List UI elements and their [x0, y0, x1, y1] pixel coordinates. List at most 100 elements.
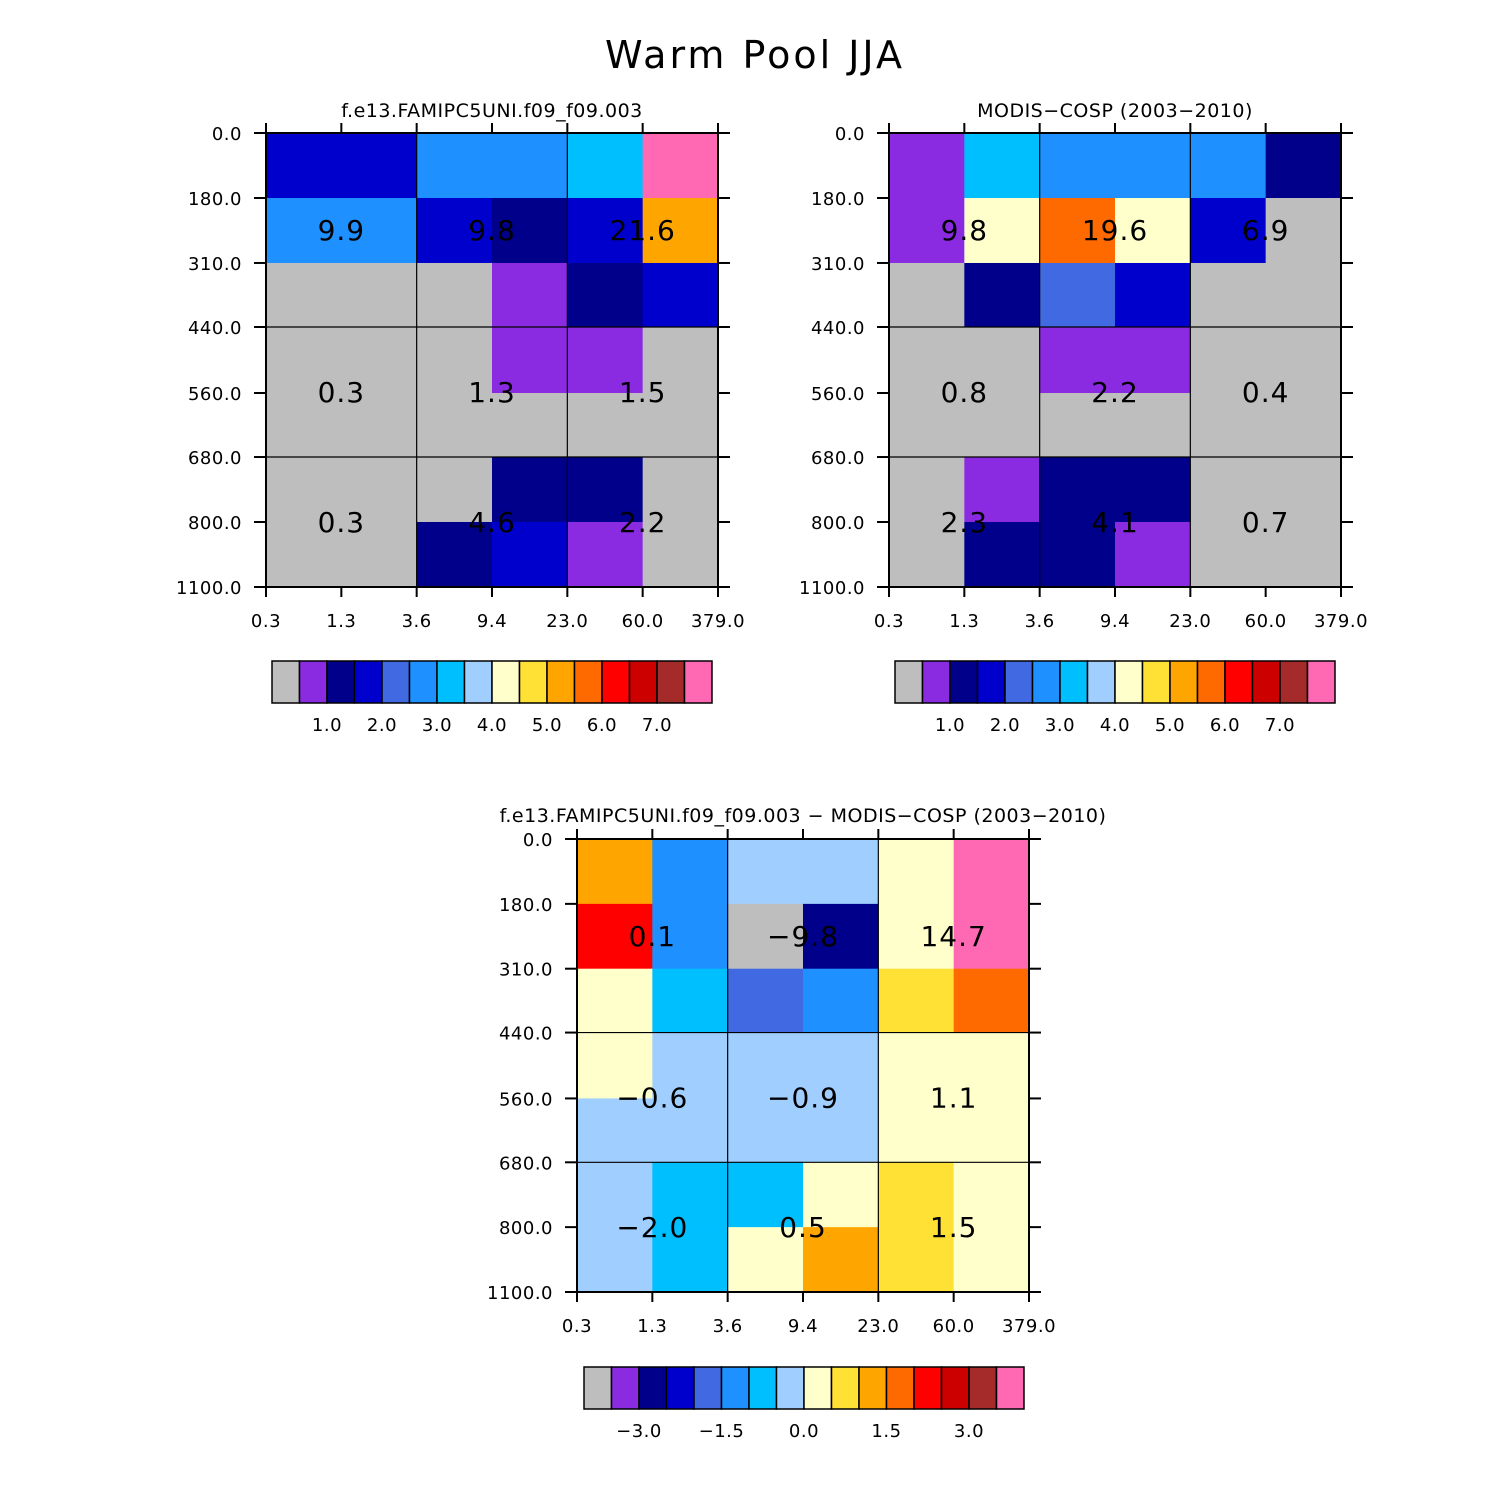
heatmap-cell [1115, 326, 1191, 394]
x-tick-label: 0.3 [251, 611, 281, 632]
heatmap-cell [964, 198, 1041, 264]
heatmap-cell [727, 1032, 804, 1099]
heatmap-cell [1265, 457, 1342, 523]
heatmap-cell [567, 521, 644, 588]
heatmap-cell [964, 262, 1041, 328]
x-tick-label: 1.3 [949, 611, 979, 632]
heatmap-cell [889, 262, 965, 328]
colorbar-box [1086, 660, 1116, 704]
x-tick-label: 3.6 [713, 1316, 743, 1337]
x-tick-label: 379.0 [691, 611, 745, 632]
heatmap-cell [1265, 521, 1342, 588]
x-tick-label: 23.0 [546, 611, 588, 632]
heatmap-cell [1039, 262, 1116, 328]
heatmap-cell [652, 1162, 729, 1228]
colorbar-box [995, 1366, 1025, 1410]
colorbar-label: 4.0 [1100, 715, 1130, 736]
colorbar-box [518, 660, 548, 704]
heatmap-cell [492, 326, 568, 394]
heatmap-cell [889, 393, 965, 458]
y-tick-label: 0.0 [523, 830, 553, 851]
heatmap-cell [416, 198, 493, 264]
heatmap-cell [727, 839, 804, 905]
heatmap-cell [1190, 326, 1267, 394]
heatmap-cell [642, 198, 719, 264]
figure-title: Warm Pool JJA [605, 33, 905, 77]
y-tick-label: 1100.0 [487, 1283, 553, 1304]
panel-1: f.e13.FAMIPC5UNI.f09_f09.003 9.9 9.8 21.6 0.… [176, 100, 745, 736]
y-tick-label: 180.0 [811, 189, 865, 210]
heatmap-cell [1039, 198, 1116, 264]
heatmap-cell [341, 326, 418, 394]
heatmap-cell [1039, 133, 1116, 199]
x-tick-label: 1.3 [637, 1316, 667, 1337]
heatmap-cell [1265, 198, 1342, 264]
heatmap-cell [416, 457, 493, 523]
heatmap-cell [266, 393, 342, 458]
cell-value-label: 9.8 [941, 214, 989, 247]
heatmap-cell [416, 133, 493, 199]
heatmap-cell [1190, 198, 1267, 264]
heatmap-cell [964, 457, 1041, 523]
colorbar-box [748, 1366, 778, 1410]
colorbar-box [381, 660, 411, 704]
x-tick-label: 379.0 [1314, 611, 1368, 632]
colorbar-box [976, 660, 1006, 704]
x-tick-label: 3.6 [1025, 611, 1055, 632]
y-tick-label: 310.0 [188, 254, 242, 275]
heatmap-cell [341, 133, 418, 199]
colorbar-box [463, 660, 493, 704]
heatmap-cell [567, 326, 644, 394]
heatmap-cell [964, 133, 1041, 199]
colorbar-label: 3.0 [954, 1421, 984, 1442]
heatmap-cell [953, 903, 1030, 970]
cell-value-label: 0.3 [318, 506, 366, 539]
colorbar-label: 2.0 [367, 715, 397, 736]
y-tick-label: 0.0 [212, 124, 242, 145]
heatmap-cell [577, 1227, 653, 1293]
cell-value-label: 9.8 [468, 214, 516, 247]
y-tick-label: 440.0 [499, 1024, 553, 1045]
cell-value-label: 2.2 [1091, 376, 1139, 409]
heatmap-cell [642, 457, 719, 523]
heatmap-cell [1190, 262, 1267, 328]
heatmap-cell [878, 1162, 955, 1228]
heatmap-cell [341, 262, 418, 328]
y-tick-label: 440.0 [811, 318, 865, 339]
cell-value-label: 6.9 [1242, 214, 1290, 247]
heatmap-cell [642, 326, 719, 394]
heatmap-cell [416, 326, 493, 394]
y-tick-label: 180.0 [499, 895, 553, 916]
heatmap-cell [953, 1227, 1030, 1293]
colorbar-box [271, 660, 301, 704]
colorbar-label: −1.5 [699, 1421, 745, 1442]
colorbar-box [940, 1366, 970, 1410]
colorbar-box [638, 1366, 668, 1410]
colorbar-box [326, 660, 356, 704]
heatmap-cell [803, 1098, 879, 1163]
heatmap-cell [1039, 326, 1116, 394]
heatmap-cell [1039, 457, 1116, 523]
y-tick-label: 560.0 [499, 1089, 553, 1110]
heatmap-cell [1115, 198, 1191, 264]
colorbar-box [1279, 660, 1309, 704]
y-tick-label: 680.0 [188, 448, 242, 469]
colorbar-box [968, 1366, 998, 1410]
heatmap-cell [1115, 457, 1191, 523]
heatmap-cell [416, 393, 493, 458]
y-tick-label: 180.0 [188, 189, 242, 210]
colorbar-box [1141, 660, 1171, 704]
cell-value-label: −0.6 [616, 1081, 688, 1114]
cell-value-label: 2.2 [619, 506, 667, 539]
heatmap-cell [889, 133, 965, 199]
y-tick-label: 800.0 [499, 1218, 553, 1239]
heatmap-cell [727, 903, 804, 970]
y-tick-label: 310.0 [811, 254, 865, 275]
x-tick-label: 60.0 [933, 1316, 975, 1337]
colorbar-box [298, 660, 328, 704]
cell-value-label: 0.8 [941, 376, 989, 409]
heatmap-cell [964, 393, 1041, 458]
colorbar-label: 4.0 [477, 715, 507, 736]
y-tick-label: 800.0 [188, 513, 242, 534]
colorbar-box [665, 1366, 695, 1410]
